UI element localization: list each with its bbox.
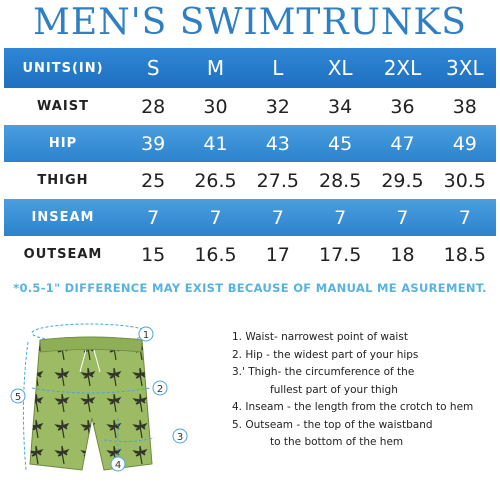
hip-measure-line — [31, 387, 151, 394]
instruction-text: 2. Hip - the widest part of your hips — [232, 348, 419, 361]
table-cell: 25 — [122, 162, 185, 199]
svg-text:2: 2 — [157, 384, 163, 395]
instruction-outseam-cont: to the bottom of the hem — [232, 434, 500, 452]
table-cell: 36 — [371, 88, 434, 125]
table-cell: 34 — [308, 88, 372, 125]
svg-text:3: 3 — [177, 432, 183, 443]
size-header: 3XL — [433, 48, 496, 88]
size-chart-table: UNITS(IN) S M L XL 2XL 3XL WAIST 28 30 3… — [4, 48, 496, 273]
instruction-text: fullest part of your thigh — [270, 383, 398, 396]
table-cell: 38 — [433, 88, 496, 125]
table-cell: 17 — [246, 236, 309, 273]
table-cell: 27.5 — [246, 162, 309, 199]
size-header: 2XL — [371, 48, 434, 88]
table-row-outseam: OUTSEAM 15 16.5 17 17.5 18 18.5 — [4, 236, 496, 273]
svg-text:4: 4 — [115, 460, 121, 471]
svg-text:5: 5 — [15, 392, 21, 403]
marker-4: 4 — [110, 456, 126, 472]
row-label: THIGH — [4, 162, 122, 199]
size-header: XL — [308, 48, 372, 88]
table-cell: 41 — [184, 125, 247, 162]
row-label: OUTSEAM — [4, 236, 122, 273]
size-header: L — [246, 48, 309, 88]
table-row-waist: WAIST 28 30 32 34 36 38 — [4, 88, 496, 125]
marker-5: 5 — [10, 388, 26, 404]
instruction-text: to the bottom of the hem — [270, 436, 404, 448]
table-row-thigh: THIGH 25 26.5 27.5 28.5 29.5 30.5 — [4, 162, 496, 199]
table-cell: 30.5 — [433, 162, 496, 199]
row-label: WAIST — [4, 88, 122, 125]
marker-2: 2 — [152, 380, 168, 396]
row-label: INSEAM — [4, 199, 122, 236]
trunks-illustration — [29, 336, 153, 471]
table-cell: 18 — [371, 236, 434, 273]
table-cell: 45 — [308, 125, 372, 162]
size-header: S — [122, 48, 185, 88]
instruction-hip: 2. Hip - the widest part of your hips — [232, 347, 500, 365]
instruction-text: 5. Outseam - the top of the waistband — [232, 418, 433, 431]
instruction-inseam: 4. Inseam - the length from the crotch t… — [232, 399, 500, 417]
table-cell: 7 — [371, 199, 434, 236]
measurement-note: *0.5-1" DIFFERENCE MAY EXIST BECAUSE OF … — [13, 281, 487, 295]
units-label: UNITS(IN) — [4, 48, 122, 88]
measurement-instructions: 1. Waist- narrowest point of waist 2. Hi… — [232, 329, 500, 452]
table-cell: 18.5 — [433, 236, 496, 273]
marker-1: 1 — [138, 326, 154, 342]
outseam-measure-line — [22, 341, 29, 471]
table-cell: 29.5 — [371, 162, 434, 199]
table-cell: 7 — [122, 199, 185, 236]
table-cell: 28 — [122, 88, 185, 125]
table-cell: 32 — [246, 88, 309, 125]
table-cell: 47 — [371, 125, 434, 162]
table-row-hip: HIP 39 41 43 45 47 49 — [4, 125, 496, 162]
table-cell: 49 — [433, 125, 496, 162]
table-cell: 30 — [184, 88, 247, 125]
instruction-outseam: 5. Outseam - the top of the waistband — [232, 417, 500, 435]
svg-text:1: 1 — [143, 330, 149, 341]
table-header-row: UNITS(IN) S M L XL 2XL 3XL — [4, 48, 496, 88]
table-cell: 43 — [246, 125, 309, 162]
size-header: M — [184, 48, 247, 88]
marker-3: 3 — [172, 428, 188, 444]
instruction-waist: 1. Waist- narrowest point of waist — [232, 329, 500, 347]
instruction-thigh-cont: fullest part of your thigh — [232, 382, 500, 400]
table-cell: 16.5 — [184, 236, 247, 273]
table-cell: 39 — [122, 125, 185, 162]
page-title: MEN'S SWIMTRUNKS — [33, 2, 467, 43]
swimtrunks-diagram: 1 2 3 4 5 — [10, 323, 188, 472]
table-row-inseam: INSEAM 7 7 7 7 7 7 — [4, 199, 496, 236]
table-cell: 28.5 — [308, 162, 372, 199]
instruction-text: 3.' Thigh- the circumference of the — [232, 366, 415, 378]
row-label: HIP — [4, 125, 122, 162]
table-cell: 7 — [433, 199, 496, 236]
thigh-measure-line — [103, 437, 155, 443]
table-cell: 7 — [184, 199, 247, 236]
table-cell: 7 — [246, 199, 309, 236]
table-cell: 15 — [122, 236, 185, 273]
instruction-text: 4. Inseam - the length from the crotch t… — [232, 401, 474, 413]
table-cell: 7 — [308, 199, 372, 236]
table-cell: 26.5 — [184, 162, 247, 199]
instruction-text: 1. Waist- narrowest point of waist — [232, 331, 408, 343]
table-cell: 17.5 — [308, 236, 372, 273]
instruction-thigh: 3.' Thigh- the circumference of the — [232, 364, 500, 382]
